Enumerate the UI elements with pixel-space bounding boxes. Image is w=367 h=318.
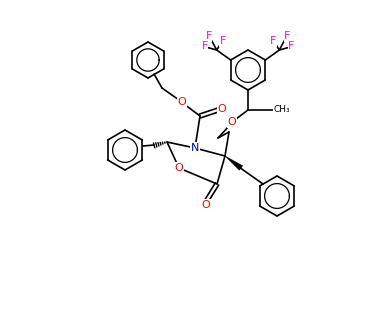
- Text: O: O: [178, 97, 186, 107]
- Text: O: O: [218, 104, 226, 114]
- Text: F: F: [284, 31, 291, 41]
- Text: F: F: [219, 36, 226, 46]
- Text: O: O: [175, 163, 184, 173]
- Text: F: F: [206, 31, 212, 41]
- Text: CH₃: CH₃: [274, 106, 290, 114]
- Text: O: O: [201, 200, 210, 210]
- Text: O: O: [228, 117, 236, 127]
- Text: F: F: [201, 41, 208, 51]
- Text: F: F: [270, 36, 276, 46]
- Polygon shape: [225, 156, 243, 170]
- Text: F: F: [288, 41, 294, 51]
- Text: N: N: [191, 143, 199, 153]
